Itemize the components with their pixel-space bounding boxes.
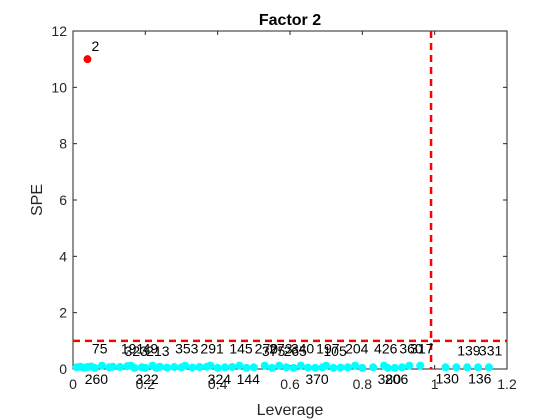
data-point — [90, 363, 99, 372]
y-tick-label: 12 — [51, 23, 67, 39]
point-label: 49 — [143, 341, 159, 357]
point-label: 323 — [124, 343, 148, 359]
data-point — [343, 363, 352, 372]
chart-title: Factor 2 — [259, 12, 321, 29]
point-label: 380 — [378, 371, 402, 387]
y-axis-label: SPE — [29, 184, 46, 216]
point-label: 2 — [91, 38, 99, 54]
point-label: 136 — [468, 370, 492, 386]
data-point — [329, 363, 338, 372]
x-tick-label: 0 — [69, 376, 77, 392]
data-point — [249, 363, 258, 372]
point-label: 340 — [291, 341, 315, 357]
x-tick-label: 0.2 — [136, 376, 156, 392]
data-point — [141, 363, 150, 372]
point-label: 197 — [316, 341, 340, 357]
point-label: 206 — [385, 371, 409, 387]
x-tick-label: 0.4 — [208, 376, 228, 392]
data-point — [260, 361, 269, 370]
data-point — [474, 363, 483, 372]
data-point — [416, 361, 425, 370]
x-axis-label: Leverage — [257, 402, 324, 419]
point-label: 265 — [284, 343, 308, 359]
data-point — [398, 363, 407, 372]
data-point — [282, 363, 291, 372]
point-label: 139 — [457, 342, 481, 358]
data-point — [163, 363, 172, 372]
y-tick-label: 6 — [59, 192, 67, 208]
y-tick-label: 2 — [59, 305, 67, 321]
data-point — [188, 363, 197, 372]
point-label: 375 — [262, 343, 286, 359]
data-point — [242, 363, 251, 372]
point-label: 75 — [92, 341, 108, 357]
data-point — [130, 363, 139, 372]
point-label: 270 — [255, 341, 279, 357]
data-point — [383, 363, 392, 372]
data-point — [195, 363, 204, 372]
data-point — [296, 361, 305, 370]
plot-area — [72, 30, 508, 370]
x-tick-label: 0.6 — [280, 376, 300, 392]
point-label: 324 — [208, 371, 232, 387]
point-label: 130 — [436, 370, 460, 386]
data-point — [311, 363, 320, 372]
data-point — [369, 363, 378, 372]
y-tick-label: 0 — [59, 361, 67, 377]
point-label: 360 — [399, 341, 423, 357]
data-point — [304, 363, 313, 372]
data-point — [452, 363, 461, 372]
data-point — [228, 363, 237, 372]
x-tick-label: 1 — [431, 376, 439, 392]
data-point — [213, 363, 222, 372]
data-point — [235, 361, 244, 370]
data-point — [289, 363, 298, 372]
data-point — [441, 363, 450, 372]
point-label: 291 — [200, 341, 224, 357]
y-tick-label: 8 — [59, 136, 67, 152]
point-label: 426 — [374, 341, 398, 357]
data-point — [463, 363, 472, 372]
point-label: 260 — [85, 371, 109, 387]
data-point — [336, 363, 345, 372]
data-point — [484, 363, 493, 372]
data-point — [322, 361, 331, 370]
point-label: 145 — [229, 341, 253, 357]
data-point — [390, 363, 399, 372]
y-tick-label: 10 — [51, 79, 67, 95]
data-point — [275, 361, 284, 370]
point-label: 213 — [146, 343, 170, 359]
point-label: 273 — [269, 341, 293, 357]
point-label: 204 — [345, 341, 369, 357]
data-point — [155, 362, 164, 371]
point-label: 353 — [175, 341, 199, 357]
data-point — [97, 361, 106, 370]
data-point — [358, 363, 367, 372]
data-point — [108, 362, 117, 371]
point-label: 105 — [323, 343, 347, 359]
data-point — [267, 363, 276, 372]
point-label: 331 — [479, 342, 503, 358]
data-point — [116, 363, 125, 372]
x-tick-label: 1.2 — [497, 376, 517, 392]
data-point — [181, 361, 190, 370]
point-label: 191 — [121, 341, 145, 357]
data-point — [405, 361, 414, 370]
point-label: 144 — [237, 371, 261, 387]
data-point — [220, 363, 229, 372]
data-point — [170, 363, 179, 372]
data-point — [206, 361, 215, 370]
point-label: 370 — [305, 371, 329, 387]
x-tick-label: 0.8 — [353, 376, 373, 392]
data-point — [83, 55, 92, 64]
y-tick-label: 4 — [59, 248, 67, 264]
point-label: 317 — [410, 341, 434, 357]
data-point — [351, 361, 360, 370]
point-label: 322 — [135, 371, 159, 387]
